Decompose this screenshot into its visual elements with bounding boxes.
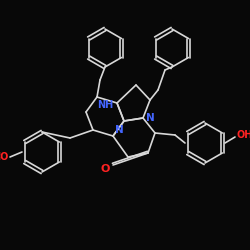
Text: N: N (114, 125, 124, 135)
Text: OH: OH (237, 130, 250, 140)
Text: N: N (146, 113, 154, 123)
Text: NH: NH (97, 100, 113, 110)
Text: HO: HO (0, 152, 8, 162)
Text: O: O (100, 164, 110, 174)
